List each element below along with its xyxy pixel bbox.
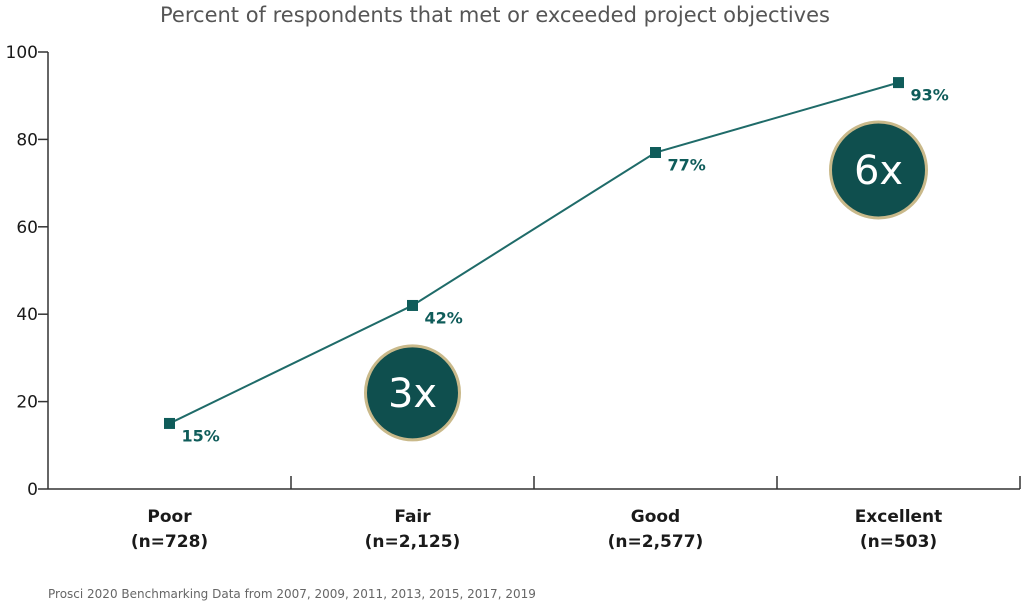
- data-label: 42%: [425, 308, 463, 327]
- series-line: [169, 81, 899, 425]
- x-category-label: Poor: [147, 507, 192, 527]
- data-label: 15%: [182, 426, 220, 445]
- annotation-badges: 3x 6x: [364, 120, 928, 442]
- annotation-badge-label: 3x: [388, 371, 437, 417]
- x-category-count: (n=2,577): [608, 532, 704, 552]
- data-label: 77%: [668, 156, 706, 175]
- series-line-group: 15% 42% 77% 93%: [164, 77, 949, 445]
- data-point-marker: [164, 417, 175, 429]
- y-tick-label: 40: [16, 305, 38, 325]
- data-point-marker: [893, 77, 904, 89]
- data-point-marker: [650, 147, 661, 159]
- y-tick-label: 80: [16, 130, 38, 150]
- annotation-badge-label: 6x: [854, 148, 903, 194]
- y-axis: 0 20 40 60 80 100: [6, 43, 49, 500]
- chart-title: Percent of respondents that met or excee…: [160, 3, 830, 27]
- y-tick-label: 20: [16, 393, 38, 413]
- x-category-label: Good: [631, 507, 680, 527]
- annotation-badge: [364, 344, 461, 442]
- x-category-count: (n=503): [860, 532, 937, 552]
- y-tick-label: 0: [27, 480, 38, 500]
- source-note: Prosci 2020 Benchmarking Data from 2007,…: [48, 587, 536, 601]
- x-axis: Poor (n=728) Fair (n=2,125) Good (n=2,577) Exc…: [48, 476, 1021, 552]
- x-category-label: Fair: [394, 507, 431, 527]
- x-category-label: Excellent: [855, 507, 943, 527]
- x-category-count: (n=2,125): [365, 532, 461, 552]
- y-tick-label: 100: [6, 43, 38, 63]
- data-point-marker: [407, 299, 418, 311]
- y-tick-label: 60: [16, 218, 38, 238]
- x-category-count: (n=728): [131, 532, 208, 552]
- data-label: 93%: [911, 86, 949, 105]
- annotation-badge: [829, 120, 928, 220]
